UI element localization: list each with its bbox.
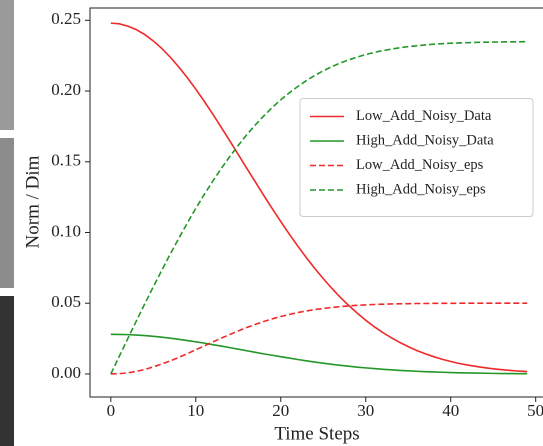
series-line xyxy=(110,40,528,375)
x-tick-label: 30 xyxy=(357,401,374,420)
y-tick-label: 0.15 xyxy=(51,151,81,170)
y-tick-label: 0.05 xyxy=(51,292,81,311)
y-axis-label: Norm / Dim xyxy=(22,155,43,248)
x-tick-label: 10 xyxy=(187,401,204,420)
legend-label: Low_Add_Noisy_Data xyxy=(356,108,492,124)
side-image xyxy=(0,296,14,446)
x-tick-label: 40 xyxy=(442,401,459,420)
x-axis-label: Time Steps xyxy=(274,423,359,444)
legend-box xyxy=(299,98,534,217)
x-tick-label: 50 xyxy=(527,401,543,420)
series-line xyxy=(110,333,528,375)
y-tick-label: 0.25 xyxy=(51,9,81,28)
side-image xyxy=(0,138,14,288)
side-image xyxy=(0,0,14,130)
y-tick-label: 0.20 xyxy=(51,80,81,99)
series-line xyxy=(110,302,528,375)
series-line xyxy=(110,22,528,373)
legend-label: High_Add_Noisy_Data xyxy=(356,132,494,148)
y-tick-label: 0.00 xyxy=(51,363,81,382)
legend-label: High_Add_Noisy_eps xyxy=(356,181,486,197)
plot-frame xyxy=(89,7,543,398)
x-tick-label: 20 xyxy=(272,401,289,420)
y-tick-label: 0.10 xyxy=(51,221,81,240)
legend-label: Low_Add_Noisy_eps xyxy=(356,157,484,173)
x-tick-label: 0 xyxy=(107,401,116,420)
